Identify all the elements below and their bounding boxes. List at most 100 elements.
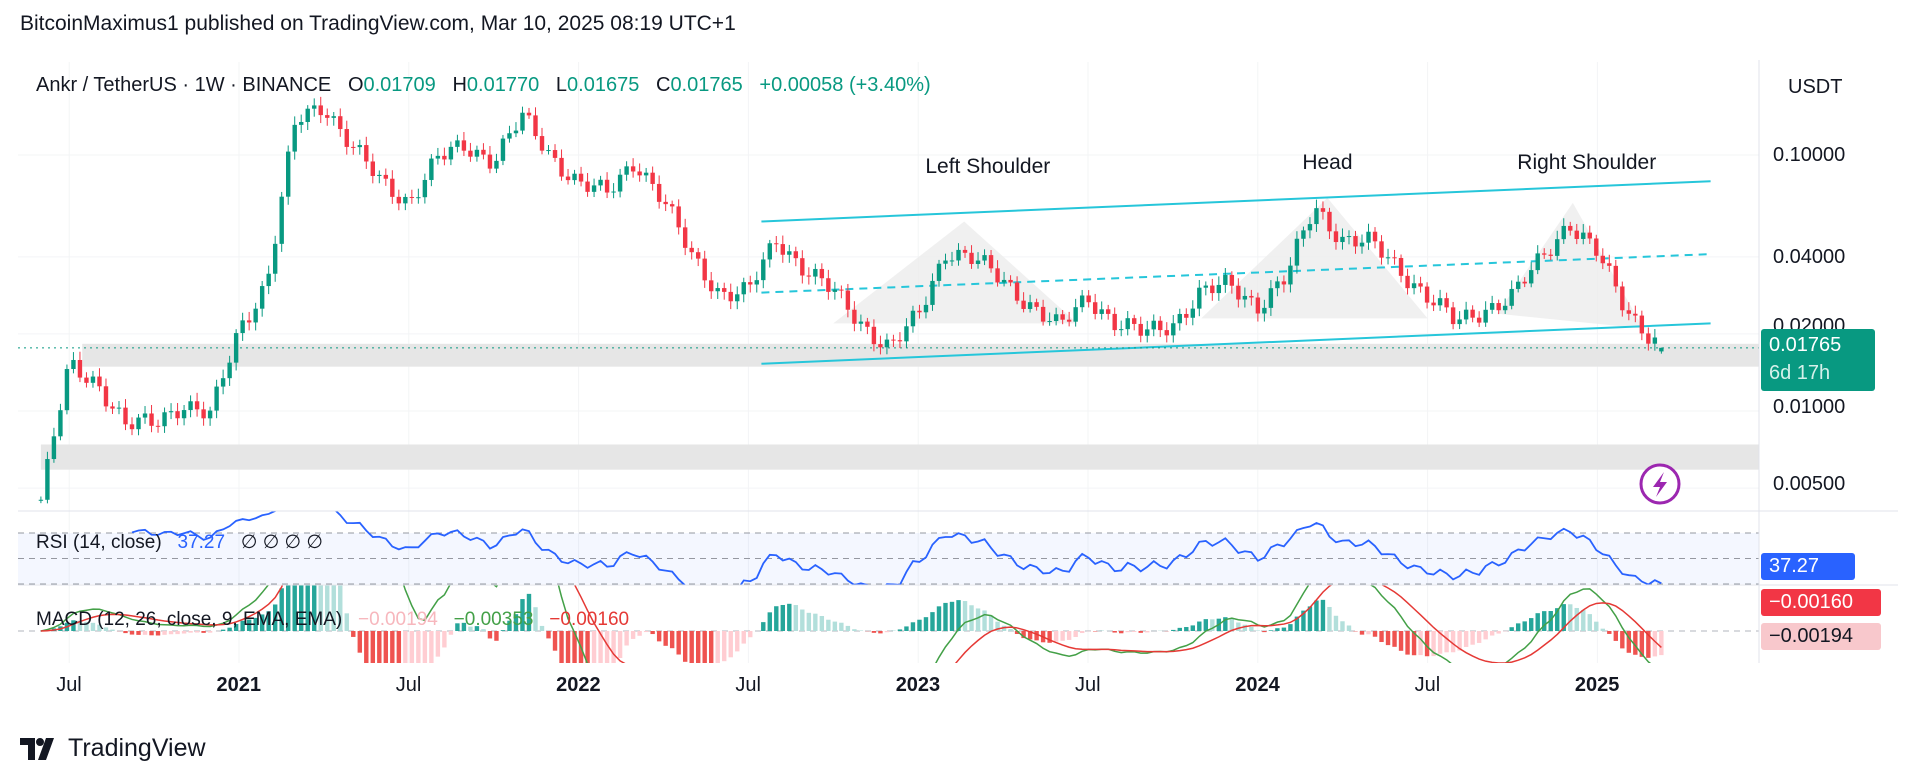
candle <box>1177 308 1182 331</box>
alert-icon[interactable] <box>1639 463 1681 505</box>
candle <box>1001 271 1007 287</box>
candle-body <box>227 362 232 379</box>
candle-body <box>299 121 304 125</box>
macd-histogram-bar <box>637 631 642 636</box>
macd-histogram-bar <box>1366 631 1371 635</box>
macd-histogram-bar <box>617 631 623 659</box>
candle <box>1600 248 1605 270</box>
macd-histogram-bar <box>1372 631 1378 637</box>
macd-histogram-bar <box>1301 610 1306 631</box>
candle <box>435 147 441 165</box>
macd-histogram-bar <box>448 631 454 635</box>
candle <box>1262 299 1267 322</box>
candle <box>1327 207 1332 240</box>
candle-body <box>520 112 525 131</box>
macd-histogram-bar <box>1346 625 1352 631</box>
candle <box>578 166 584 187</box>
candle-body <box>982 255 987 261</box>
rsi-legend[interactable]: RSI (14, close) 37.27 ∅ ∅ ∅ ∅ <box>36 531 323 554</box>
macd-histogram-bar <box>904 626 909 631</box>
macd-histogram-bar <box>390 631 395 663</box>
candle-body <box>995 268 1000 283</box>
tradingview-logo[interactable]: TradingView <box>20 734 206 763</box>
candle <box>663 194 668 212</box>
candle <box>338 108 343 137</box>
candle <box>1210 278 1215 301</box>
candle <box>533 107 538 140</box>
macd-histogram-bar <box>982 610 987 631</box>
candle <box>513 122 519 138</box>
currency-label[interactable]: USDT <box>1788 76 1843 98</box>
candle <box>442 147 447 166</box>
candle-body <box>1346 236 1352 238</box>
macd-histogram-bar <box>429 631 434 663</box>
candle <box>259 280 265 317</box>
candle-body <box>338 116 343 130</box>
candle <box>1158 316 1163 338</box>
candle <box>917 304 922 319</box>
candle-body <box>442 155 447 160</box>
candle-body <box>312 105 317 109</box>
candle-body <box>793 251 799 259</box>
candle-body <box>1073 307 1078 322</box>
candle-body <box>1535 253 1540 271</box>
publisher-line: BitcoinMaximus1 published on TradingView… <box>20 12 736 35</box>
candle-body <box>123 407 128 425</box>
macd-histogram-bar <box>1639 631 1645 657</box>
pattern-label: Right Shoulder <box>1517 151 1656 174</box>
candle-body <box>1132 318 1137 324</box>
candle <box>1190 300 1195 326</box>
support-zone <box>82 343 1759 367</box>
macd-histogram-bar <box>71 620 76 631</box>
candle-body <box>1418 283 1423 287</box>
candle-body <box>539 136 545 151</box>
candle <box>630 158 636 178</box>
candle <box>962 245 968 258</box>
candle-body <box>1021 300 1026 309</box>
macd-histogram-bar <box>1594 621 1599 631</box>
macd-histogram-bar <box>442 631 447 648</box>
candle <box>761 252 766 289</box>
candle-body <box>813 268 818 277</box>
macd-histogram-bar <box>240 620 245 631</box>
candle-body <box>1008 279 1013 283</box>
macd-histogram-bar <box>312 585 317 631</box>
candle-body <box>819 268 825 279</box>
macd-histogram-bar <box>884 631 890 633</box>
macd-histogram-bar <box>207 631 213 633</box>
macd-histogram-bar <box>520 599 525 631</box>
macd-histogram-bar <box>136 631 141 635</box>
macd-histogram-bar <box>565 631 571 663</box>
macd-histogram-bar <box>1307 606 1313 631</box>
candle <box>90 370 96 388</box>
candle-body <box>1411 283 1417 289</box>
candle <box>546 145 551 155</box>
macd-histogram-bar <box>123 631 128 634</box>
candle-body <box>1294 238 1300 266</box>
candle <box>884 333 890 355</box>
candle <box>500 134 506 166</box>
macd-histogram-bar <box>591 631 597 663</box>
candle <box>1424 282 1430 309</box>
macd-histogram-bar <box>370 631 376 663</box>
candle <box>1027 294 1033 313</box>
macd-histogram-bar <box>839 622 844 631</box>
macd-histogram-bar <box>1073 631 1078 637</box>
candle-body <box>728 291 733 302</box>
candle-body <box>1249 295 1254 298</box>
candle <box>292 116 297 160</box>
macd-histogram-bar <box>722 631 727 662</box>
candle-body <box>546 150 551 152</box>
candle <box>715 282 720 299</box>
symbol-title[interactable]: Ankr / TetherUS · 1W · BINANCE <box>36 74 332 96</box>
candle <box>429 154 434 187</box>
macd-histogram-bar <box>1483 631 1488 640</box>
candle-body <box>748 282 753 285</box>
macd-histogram-bar <box>598 631 603 663</box>
candle <box>1542 248 1547 259</box>
candle <box>1444 292 1449 313</box>
macd-legend[interactable]: MACD (12, 26, close, 9, EMA, EMA) −0.001… <box>36 609 629 631</box>
candle <box>77 351 83 383</box>
macd-histogram-bar <box>793 605 799 631</box>
